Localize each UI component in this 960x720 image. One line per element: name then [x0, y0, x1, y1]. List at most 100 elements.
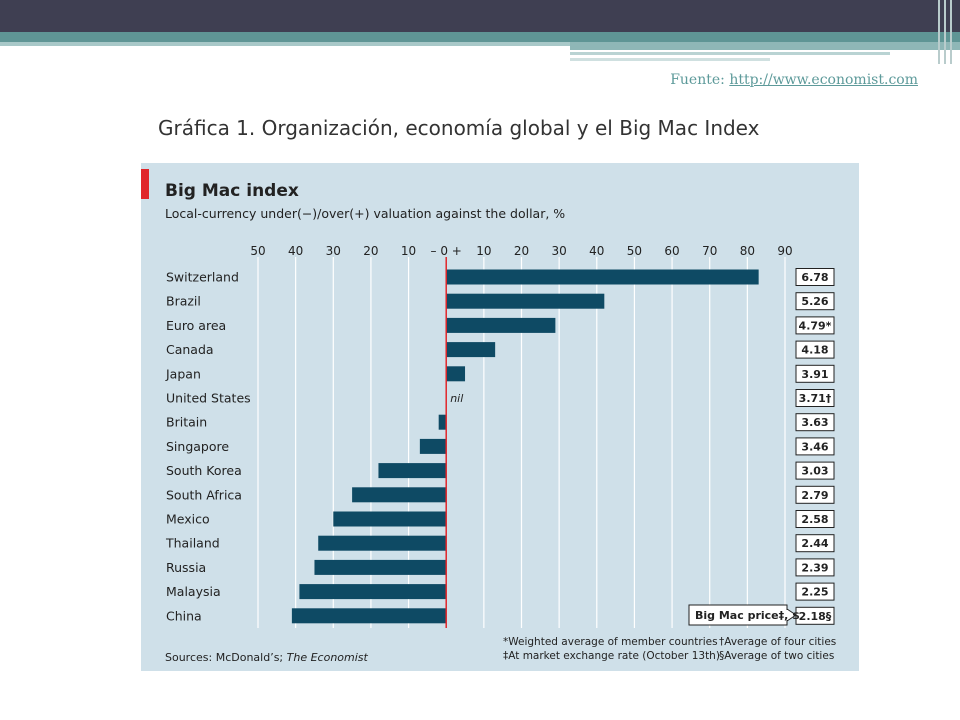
bar — [318, 535, 447, 551]
category-label: Russia — [166, 560, 206, 575]
x-tick-label: 40 — [589, 244, 604, 258]
price-box — [795, 292, 835, 311]
decor-stripe — [570, 58, 770, 61]
category-label: Japan — [165, 366, 201, 381]
price-box — [795, 558, 835, 577]
price-label: 2.44 — [801, 537, 828, 550]
decor-stripe — [570, 42, 960, 50]
x-tick-label: 10 — [476, 244, 491, 258]
bar — [446, 342, 496, 358]
big-mac-chart: Big Mac index Local-currency under(−)/ov… — [141, 163, 859, 671]
chart-title: Big Mac index — [165, 181, 299, 201]
decor-line — [944, 0, 946, 64]
x-tick-label: 30 — [552, 244, 567, 258]
category-label: Brazil — [166, 294, 201, 309]
price-box — [795, 437, 835, 456]
x-tick-label: 90 — [777, 244, 792, 258]
bar — [438, 414, 447, 430]
price-label: 6.78 — [801, 271, 828, 284]
chart-svg: Big Mac index Local-currency under(−)/ov… — [141, 163, 859, 671]
bar — [299, 584, 447, 600]
price-legend-label: Big Mac price‡, $ — [695, 609, 800, 622]
category-label: United States — [166, 391, 251, 406]
price-label: 3.71† — [799, 392, 832, 405]
x-tick-label: 10 — [401, 244, 416, 258]
price-box — [795, 510, 835, 528]
price-label: 2.25 — [801, 586, 828, 599]
price-legend: Big Mac price‡, $ — [688, 604, 800, 626]
category-label: South Korea — [166, 463, 242, 478]
category-label: Euro area — [166, 318, 226, 333]
x-tick-label: 40 — [288, 244, 303, 258]
sources-publication: The Economist — [287, 651, 369, 664]
decor-stripe — [0, 42, 570, 46]
bar — [333, 511, 447, 527]
price-box — [795, 316, 835, 335]
price-box — [795, 268, 835, 286]
price-box — [795, 534, 835, 553]
decor-line — [950, 0, 952, 64]
bar — [352, 487, 447, 503]
price-label: 3.03 — [801, 465, 828, 478]
price-box — [795, 485, 835, 504]
decor-stripe — [0, 32, 960, 42]
footnote-two-cities: §Average of two cities — [719, 650, 834, 662]
chart-subtitle: Local-currency under(−)/over(+) valuatio… — [165, 206, 565, 221]
bar — [446, 317, 556, 333]
bar — [446, 366, 466, 382]
x-tick-label: 80 — [740, 244, 755, 258]
category-label: Malaysia — [166, 584, 221, 599]
bar — [378, 463, 447, 479]
bar — [419, 438, 447, 454]
sources-prefix: Sources: McDonald’s; — [165, 651, 287, 664]
source-link[interactable]: http://www.economist.com — [729, 72, 918, 88]
slide-title: Gráfica 1. Organización, economía global… — [158, 116, 760, 140]
bar — [291, 608, 447, 624]
x-tick-label: – 0 + — [431, 244, 462, 258]
price-box — [795, 389, 835, 407]
chart-accent-mark — [141, 169, 149, 199]
footnote-four-cities: †Average of four cities — [719, 636, 836, 648]
price-box — [795, 606, 835, 625]
category-label: Mexico — [166, 512, 210, 527]
price-box — [795, 413, 835, 432]
x-tick-label: 70 — [702, 244, 717, 258]
price-label: 2.18§ — [799, 610, 832, 623]
price-box — [795, 364, 835, 383]
source-line: Fuente: http://www.economist.com — [670, 72, 918, 88]
sources-note: Sources: McDonald’s; The Economist — [165, 651, 369, 664]
x-tick-label: 60 — [664, 244, 679, 258]
price-label: 2.39 — [801, 561, 828, 574]
price-label: 4.18 — [801, 344, 828, 357]
source-label: Fuente: — [670, 72, 730, 88]
price-box — [795, 461, 835, 480]
price-box — [795, 340, 835, 359]
chart-background — [141, 163, 859, 671]
top-bar — [0, 0, 960, 32]
category-label: South Africa — [166, 487, 242, 502]
category-label: Canada — [166, 342, 214, 357]
bar — [446, 293, 605, 309]
price-box — [795, 582, 835, 601]
price-label: 3.63 — [801, 416, 828, 429]
price-label: 4.79* — [799, 319, 832, 332]
x-tick-label: 50 — [250, 244, 265, 258]
price-label: 2.79 — [801, 489, 828, 502]
footnote-weighted: *Weighted average of member countries — [503, 636, 718, 648]
decor-line — [938, 0, 940, 64]
footnote-exchange: ‡At market exchange rate (October 13th) — [503, 650, 720, 662]
bar — [446, 269, 759, 285]
category-label: Switzerland — [166, 270, 239, 285]
nil-annotation: nil — [450, 392, 463, 405]
x-tick-label: 20 — [363, 244, 378, 258]
category-label: Singapore — [166, 439, 229, 454]
x-tick-label: 30 — [326, 244, 341, 258]
category-label: Thailand — [165, 536, 220, 551]
price-legend-pointer-mask — [786, 610, 788, 620]
price-label: 3.91 — [801, 368, 828, 381]
price-label: 3.46 — [801, 440, 828, 453]
x-tick-label: 20 — [514, 244, 529, 258]
x-tick-label: 50 — [627, 244, 642, 258]
price-label: 5.26 — [801, 295, 828, 308]
category-label: China — [166, 608, 202, 623]
